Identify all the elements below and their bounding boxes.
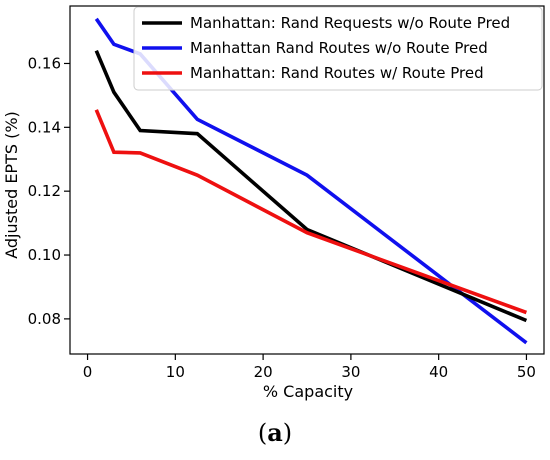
- y-tick-label: 0.10: [28, 246, 61, 264]
- caption-open: (: [257, 419, 268, 447]
- x-tick-label: 20: [254, 363, 273, 381]
- legend-label-1: Manhattan: Rand Requests w/o Route Pred: [190, 14, 510, 32]
- plot-area-border: [69, 5, 545, 355]
- legend-box: [133, 6, 543, 91]
- x-tick-label: 40: [429, 363, 448, 381]
- x-tick-label: 30: [341, 363, 360, 381]
- caption-letter: a: [267, 418, 283, 447]
- x-tick-label: 10: [166, 363, 185, 381]
- y-tick-label: 0.08: [28, 310, 61, 328]
- x-axis-ticks: 0 10 20 30 40 50: [83, 354, 536, 381]
- legend-label-3: Manhattan: Rand Routes w/ Route Pred: [190, 64, 484, 82]
- x-tick-label: 50: [517, 363, 536, 381]
- y-tick-label: 0.14: [28, 118, 61, 136]
- y-axis-label: Adjusted EPTS (%): [2, 111, 21, 259]
- y-tick-label: 0.16: [28, 54, 61, 72]
- series-line-1: [94, 49, 528, 323]
- x-tick-label: 0: [83, 363, 93, 381]
- plot-frame: [69, 5, 545, 355]
- panel-caption: (a): [0, 418, 550, 447]
- y-tick-label: 0.12: [28, 182, 61, 200]
- legend-label-2: Manhattan Rand Routes w/o Route Pred: [190, 39, 488, 57]
- x-axis-label: % Capacity: [263, 382, 353, 401]
- caption-close: ): [282, 419, 293, 447]
- y-axis-ticks: 0.08 0.10 0.12 0.14 0.16: [28, 54, 70, 328]
- legend: Manhattan: Rand Requests w/o Route Pred M…: [133, 6, 543, 91]
- series-line-3: [94, 109, 528, 315]
